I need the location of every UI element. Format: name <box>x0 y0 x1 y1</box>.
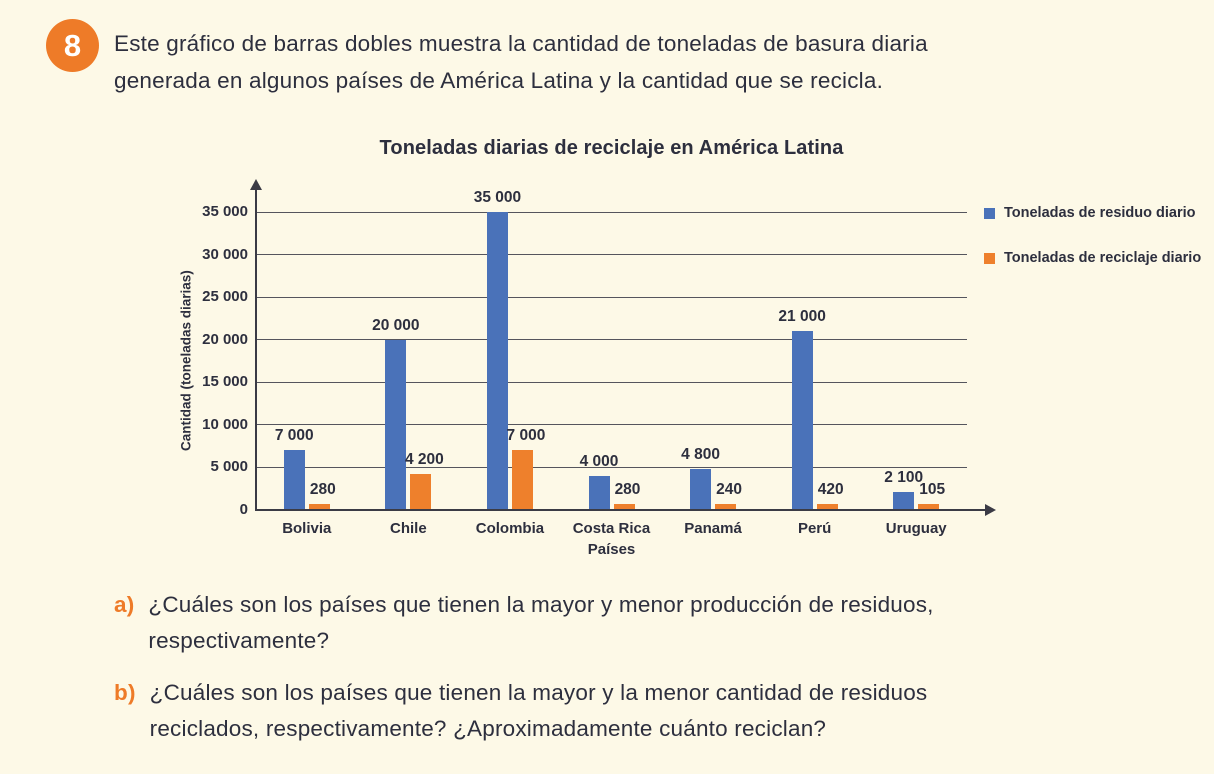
bar-value-label: 4 800 <box>681 446 720 464</box>
question-b-line-2: reciclados, respectivamente? ¿Aproximada… <box>149 716 827 741</box>
y-tick-label: 0 <box>239 501 248 518</box>
gridline <box>256 254 967 256</box>
x-axis-title: Países <box>587 541 636 558</box>
y-axis-line <box>255 188 257 510</box>
question-b-text: ¿Cuáles son los países que tienen la may… <box>150 675 928 747</box>
question-b-line-1: ¿Cuáles son los países que tienen la may… <box>149 680 928 705</box>
y-tick-label: 25 000 <box>202 288 248 306</box>
bar-value-label: 4 000 <box>579 452 619 470</box>
bar-value-label: 7 000 <box>274 427 314 445</box>
legend-label-reciclaje: Toneladas de reciclaje diario <box>1004 250 1202 266</box>
residuo-bar-bolivia <box>283 450 305 510</box>
bar-value-label: 7 000 <box>506 427 546 445</box>
bar-value-label: 105 <box>919 481 946 498</box>
bar-value-label: 4 200 <box>404 451 444 469</box>
legend-swatch-reciclaje-icon <box>984 252 995 264</box>
intro-line-1: Este gráfico de barras dobles muestra la… <box>114 31 928 56</box>
gridline <box>256 339 967 341</box>
question-a: a) ¿Cuáles son los países que tienen la … <box>114 587 934 659</box>
y-tick-label: 15 000 <box>202 373 248 391</box>
exercise-intro-text: Este gráfico de barras dobles muestra la… <box>114 25 928 99</box>
bar-value-label: 35 000 <box>473 189 522 206</box>
reciclaje-bar-bolivia <box>308 504 330 510</box>
y-tick-label: 10 000 <box>202 415 248 433</box>
chart-title: Toneladas diarias de reciclaje en Améric… <box>379 137 844 159</box>
y-tick-label: 20 000 <box>202 330 248 348</box>
bar-value-label: 2 100 <box>884 469 924 487</box>
legend-item-residuo: Toneladas de residuo diario <box>984 205 1201 221</box>
bar-value-label: 20 000 <box>372 316 420 334</box>
bar-value-label: 280 <box>614 481 641 498</box>
y-tick-label: 30 000 <box>202 245 248 263</box>
x-category-label: Perú <box>797 520 832 537</box>
residuo-bar-perú <box>791 331 813 510</box>
reciclaje-bar-panamá <box>715 504 737 510</box>
legend-label-residuo: Toneladas de residuo diario <box>1004 205 1196 221</box>
residuo-bar-panamá <box>690 469 712 510</box>
reciclaje-bar-uruguay <box>918 504 940 510</box>
question-a-line-2: respectivamente? <box>148 628 330 653</box>
bar-value-label: 21 000 <box>778 308 826 326</box>
legend-item-reciclaje: Toneladas de reciclaje diario <box>984 250 1201 266</box>
question-a-text: ¿Cuáles son los países que tienen la may… <box>148 587 933 659</box>
x-axis-line <box>255 509 986 511</box>
exercise-number-badge: 8 <box>46 19 99 72</box>
legend-swatch-residuo-icon <box>984 207 995 219</box>
gridline <box>256 381 967 383</box>
reciclaje-bar-colombia <box>511 450 533 510</box>
x-category-label: Chile <box>390 520 427 537</box>
reciclaje-bar-perú <box>816 504 838 510</box>
bar-value-label: 420 <box>817 481 844 498</box>
y-tick-label: 5 000 <box>210 458 248 476</box>
residuo-bar-colombia <box>486 212 508 510</box>
x-category-label: Costa Rica <box>572 520 651 537</box>
y-axis-arrow-icon <box>250 179 262 190</box>
bar-value-label: 280 <box>309 481 336 498</box>
reciclaje-bar-costa-rica <box>613 504 635 510</box>
question-b: b) ¿Cuáles son los países que tienen la … <box>114 675 927 747</box>
exercise-number: 8 <box>63 27 82 63</box>
gridline <box>256 296 967 298</box>
x-category-label: Bolivia <box>282 520 332 537</box>
question-b-label: b) <box>114 680 136 705</box>
x-category-label: Panamá <box>684 520 742 537</box>
gridline <box>256 211 967 213</box>
reciclaje-bar-chile <box>410 474 432 510</box>
chart-legend: Toneladas de residuo diario Toneladas de… <box>984 205 1201 295</box>
x-category-label: Colombia <box>475 520 545 537</box>
gridline <box>256 466 967 468</box>
y-tick-label: 35 000 <box>202 203 248 220</box>
residuo-bar-chile <box>385 339 407 510</box>
gridline <box>256 424 967 426</box>
residuo-bar-costa-rica <box>588 475 610 510</box>
question-a-line-1: ¿Cuáles son los países que tienen la may… <box>148 592 934 617</box>
bar-value-label: 240 <box>716 481 742 498</box>
question-a-label: a) <box>114 592 135 617</box>
intro-line-2: generada en algunos países de América La… <box>114 68 884 93</box>
residuo-bar-uruguay <box>893 492 915 510</box>
x-axis-arrow-icon <box>985 504 996 516</box>
x-category-label: Uruguay <box>885 520 947 537</box>
